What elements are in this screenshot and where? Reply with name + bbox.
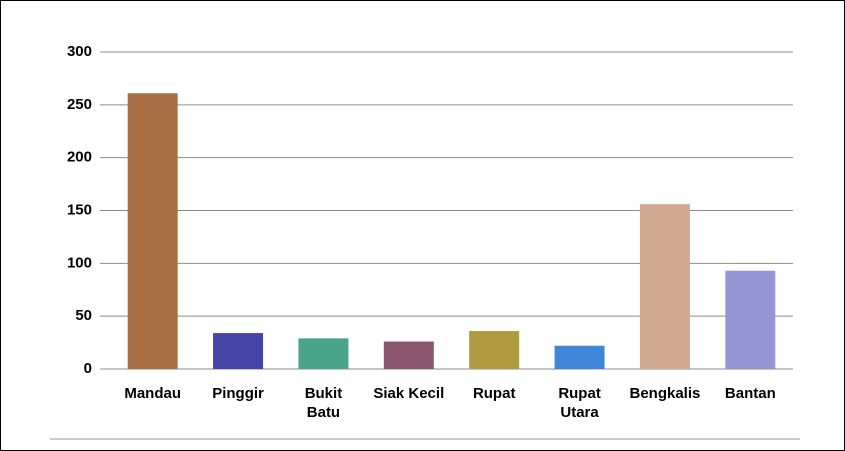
bar bbox=[383, 341, 434, 369]
x-tick-label: Rupat Utara bbox=[558, 385, 601, 421]
y-tick-label: 250 bbox=[67, 96, 92, 113]
x-tick-label: Bengkalis bbox=[629, 385, 701, 402]
x-tick-label: Bantan bbox=[724, 385, 776, 402]
y-tick-label: 100 bbox=[67, 254, 92, 271]
bar bbox=[298, 338, 349, 369]
y-tick-label: 50 bbox=[75, 307, 92, 324]
x-tick-label: Bukit Batu bbox=[304, 385, 343, 421]
x-tick-label: Mandau bbox=[124, 385, 182, 402]
y-tick-label: 300 bbox=[67, 43, 92, 60]
x-tick-label: Siak Kecil bbox=[373, 385, 445, 402]
y-tick-label: 150 bbox=[67, 201, 92, 218]
bar bbox=[469, 330, 520, 369]
x-tick-label: Pinggir bbox=[212, 385, 264, 402]
bar bbox=[725, 270, 776, 369]
bar bbox=[554, 345, 605, 369]
y-tick-label: 0 bbox=[84, 360, 92, 377]
bar bbox=[213, 333, 264, 369]
bar bbox=[127, 93, 178, 370]
y-tick-label: 200 bbox=[67, 149, 92, 166]
x-tick-label: Rupat bbox=[472, 385, 516, 402]
bar bbox=[639, 204, 690, 369]
